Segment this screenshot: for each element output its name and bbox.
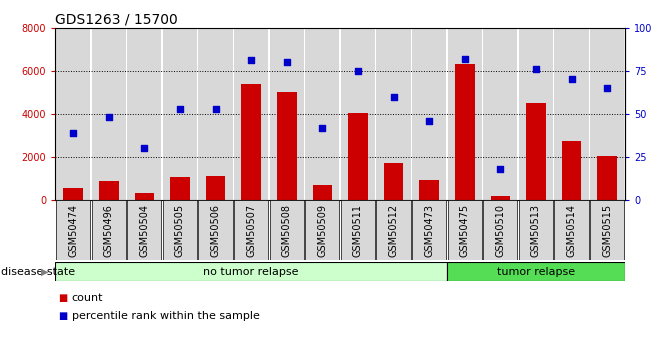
Bar [519,28,553,200]
Bar [163,200,197,260]
Text: no tumor relapse: no tumor relapse [203,267,299,277]
Bar [412,200,446,260]
Bar [598,156,617,200]
Point [389,94,399,99]
Point [139,146,150,151]
Bar [526,103,546,200]
Point [602,85,613,91]
Text: GSM50474: GSM50474 [68,204,78,257]
Bar [270,28,304,200]
Text: GSM50475: GSM50475 [460,204,470,257]
Text: GSM50505: GSM50505 [175,204,185,257]
Bar [376,28,411,200]
Bar [234,28,268,200]
Text: GSM50512: GSM50512 [389,204,398,257]
Bar [483,28,518,200]
Text: GSM50473: GSM50473 [424,204,434,257]
Point [495,166,506,172]
Bar [312,185,332,200]
Bar [555,28,589,200]
Bar [562,141,581,200]
Text: ■: ■ [59,294,68,303]
Bar [56,28,90,200]
Point [460,56,470,61]
Bar [56,200,90,260]
Bar [206,176,225,200]
Text: GSM50510: GSM50510 [495,204,505,257]
Point [104,115,114,120]
Point [353,68,363,73]
Text: GSM50515: GSM50515 [602,204,612,257]
Text: GSM50509: GSM50509 [317,204,327,257]
Bar [412,28,446,200]
Text: tumor relapse: tumor relapse [497,267,575,277]
Bar [242,84,261,200]
Point [246,58,256,63]
Bar [448,28,482,200]
Bar [376,200,411,260]
Bar [419,180,439,200]
Point [174,106,185,111]
Bar [483,200,518,260]
Bar [590,28,624,200]
Text: GSM50504: GSM50504 [139,204,149,257]
Text: GSM50507: GSM50507 [246,204,256,257]
Bar [447,262,625,281]
Bar [127,200,161,260]
Point [424,118,434,124]
Text: GDS1263 / 15700: GDS1263 / 15700 [55,12,178,27]
Bar [92,28,126,200]
Bar [127,28,161,200]
Point [68,130,78,136]
Bar [590,200,624,260]
Text: disease state: disease state [1,267,75,277]
Bar [341,28,375,200]
Text: GSM50514: GSM50514 [566,204,577,257]
Point [566,77,577,82]
Bar [163,28,197,200]
Bar [383,164,404,200]
Bar [491,196,510,200]
Bar [135,193,154,200]
Bar [199,28,232,200]
Bar [63,188,83,200]
Bar [448,200,482,260]
Bar [341,200,375,260]
Bar [92,200,126,260]
Bar [199,200,232,260]
Bar [170,177,189,200]
Bar [234,200,268,260]
Bar [55,262,447,281]
Bar [305,200,339,260]
Bar [519,200,553,260]
Point [317,125,327,130]
Bar [555,200,589,260]
Bar [277,92,297,200]
Point [281,59,292,65]
Text: percentile rank within the sample: percentile rank within the sample [72,311,260,321]
Point [210,106,221,111]
Text: GSM50506: GSM50506 [210,204,221,257]
Text: ▶: ▶ [41,267,49,277]
Text: GSM50513: GSM50513 [531,204,541,257]
Bar [348,113,368,200]
Text: count: count [72,294,103,303]
Bar [99,181,118,200]
Text: GSM50511: GSM50511 [353,204,363,257]
Bar [305,28,339,200]
Text: GSM50508: GSM50508 [282,204,292,257]
Bar [270,200,304,260]
Bar [455,64,475,200]
Text: GSM50496: GSM50496 [104,204,114,257]
Point [531,66,541,72]
Text: ■: ■ [59,311,68,321]
